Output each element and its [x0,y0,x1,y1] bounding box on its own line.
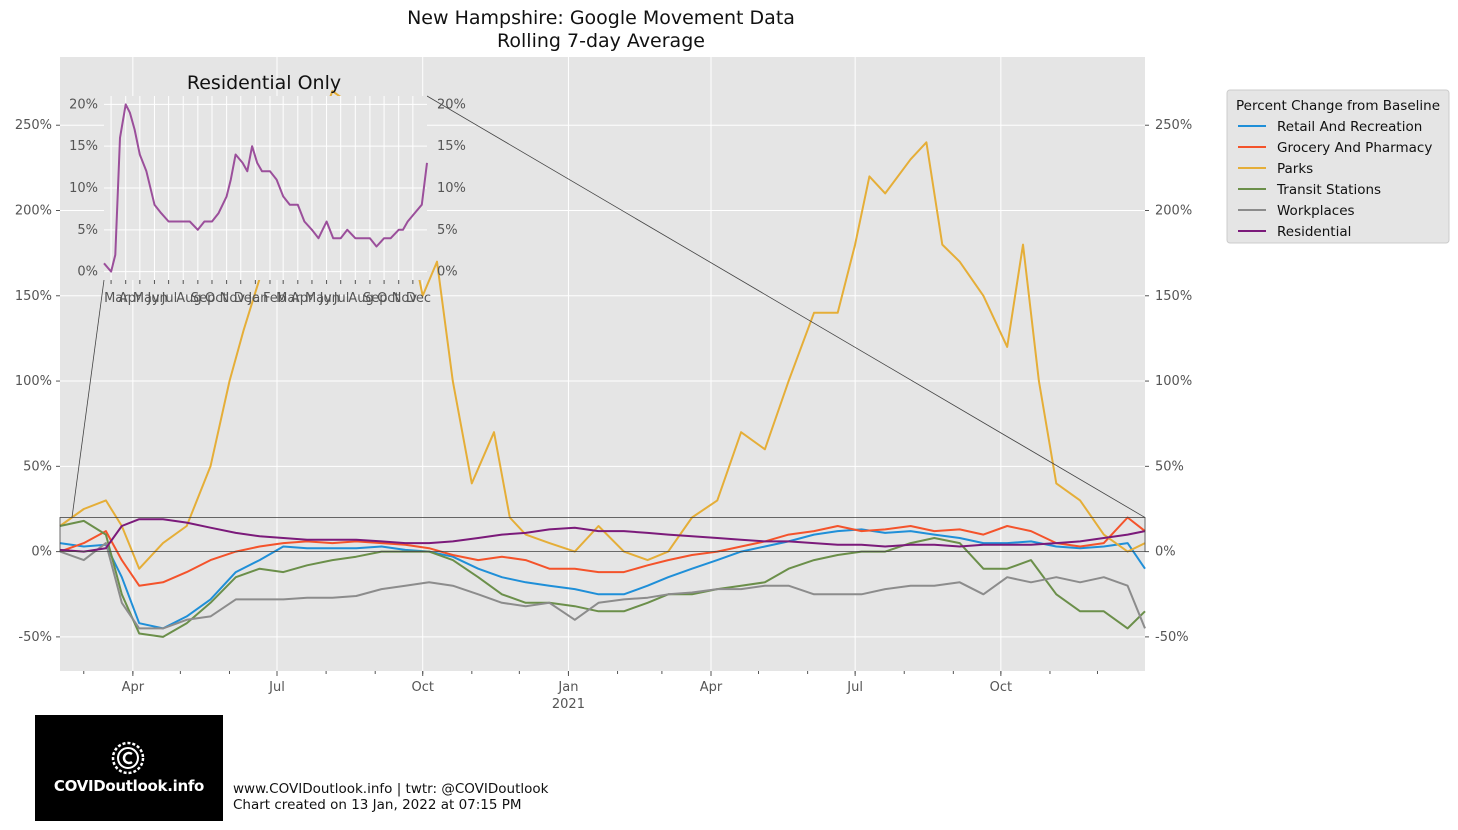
inset-grid [104,96,427,280]
inset-zoom-indicator [59,95,1146,553]
copyright-circle-icon [111,741,145,775]
chart-title-line1: New Hampshire: Google Movement Data [407,7,795,29]
legend-label: Residential [1277,224,1351,240]
y-tick-label: -50% [18,630,52,645]
y-tick-label: 100% [15,374,52,389]
y-tick-label-right: -50% [1155,630,1189,645]
series-line-workplaces [59,542,1146,630]
y-tick-label: 150% [15,289,52,304]
x-tick-label: Jul [268,680,285,695]
logo-text: COVIDoutlook.info [53,777,205,795]
inset-y-tick-label: 10% [69,181,98,196]
y-tick-label: 250% [15,118,52,133]
inset-x-tick-label: Mar [276,291,301,306]
main-series-lines [59,90,1146,638]
y-tick-label: 50% [23,459,52,474]
series-line-retail-and-recreation [59,528,1146,630]
footer: www.COVIDoutlook.info | twtr: @COVIDoutl… [233,781,548,813]
legend: Percent Change from Baseline Retail And … [1226,89,1450,244]
x-tick-label: Jan [557,680,578,695]
inset-y-tick-label-right: 10% [437,181,466,196]
inset-x-tick-label: Nov [220,291,246,306]
legend-label: Transit Stations [1276,182,1381,198]
x-year-label: 2021 [552,697,585,712]
y-tick-label: 0% [31,545,52,560]
zoom-connector-right [426,95,1146,518]
x-tick-label: Jul [846,680,863,695]
inset-x-tick-label: Apr [291,291,314,306]
inset-x-tick-label: Aug [176,291,201,306]
legend-label: Parks [1277,161,1313,177]
y-tick-label: 200% [15,204,52,219]
inset-series-line [103,103,428,273]
inset-series-line-residential [103,103,428,273]
main-x-ticks: Apr Jul Oct Jan Apr Jul Oct 2021 [83,671,1098,712]
legend-label: Workplaces [1277,203,1355,219]
inset-x-tick-label: Feb [263,291,286,306]
inset-x-tick-label: Jun [146,291,167,306]
series-line-grocery-and-pharmacy [59,516,1146,587]
footer-line-2: Chart created on 13 Jan, 2022 at 07:15 P… [233,797,522,813]
inset-x-tick-label: Oct [377,291,399,306]
y-tick-label-right: 0% [1155,545,1176,560]
x-tick-label: Apr [700,680,723,695]
inset-y-tick-label: 5% [77,223,98,238]
inset-x-tick-label: Dec [406,291,431,306]
chart-title-line2: Rolling 7-day Average [497,30,705,52]
inset-x-tick-label: Sep [363,291,388,306]
legend-label: Retail And Recreation [1277,119,1422,135]
inset-y-tick-label-right: 5% [437,223,458,238]
main-y-ticks: -50% -50% 0% 0% 50% 50% 100% 100% 150% 150% 200% 20… [15,118,1192,645]
zoom-rectangle [59,517,1146,553]
inset-y-tick-label: 20% [69,97,98,112]
inset-y-ticks: 0% 0% 5% 5% 10% 10% 15% 15% 20% 20% [69,97,466,279]
inset-x-tick-label: Oct [205,291,227,306]
y-tick-label-right: 50% [1155,459,1184,474]
x-tick-label: Oct [411,680,433,695]
footer-line-1: www.COVIDoutlook.info | twtr: @COVIDoutl… [233,781,549,797]
inset-x-tick-label: Apr [119,291,142,306]
inset-x-tick-label: May [305,291,332,306]
series-line-parks [59,90,1146,570]
x-tick-label: Apr [122,680,145,695]
inset-x-tick-label: Jul [161,291,178,306]
inset-y-tick-label-right: 20% [437,97,466,112]
inset-title: Residential Only [187,72,341,94]
y-tick-label-right: 200% [1155,204,1192,219]
y-tick-label-right: 150% [1155,289,1192,304]
inset-x-tick-label: Sep [191,291,216,306]
y-tick-label-right: 250% [1155,118,1192,133]
inset-x-tick-label: Jul [333,291,350,306]
inset-x-tick-label: May [133,291,160,306]
inset-x-ticks: MarAprMayJunJulAugSepOctNovDecJanFebMarA… [104,280,431,306]
inset-y-tick-label: 15% [69,139,98,154]
inset-x-tick-label: Mar [104,291,129,306]
legend-title: Percent Change from Baseline [1236,98,1440,114]
inset-x-tick-label: Aug [348,291,373,306]
x-tick-label: Oct [990,680,1012,695]
legend-box [1226,89,1450,244]
series-line-residential [59,518,1146,553]
inset-x-tick-label: Dec [234,291,259,306]
inset-y-tick-label: 0% [77,265,98,280]
inset-y-tick-label-right: 15% [437,139,466,154]
logo: COVIDoutlook.info [35,715,223,821]
inset-x-tick-label: Nov [392,291,418,306]
inset-x-tick-label: Jan [247,291,268,306]
zoom-connector-left [71,279,105,518]
inset-chart: 0% 0%5% 5%10% 10%15% 15%20% 20% MarAprMayJunJ… [69,72,466,306]
inset-x-tick-label: Jun [319,291,340,306]
y-tick-label-right: 100% [1155,374,1192,389]
legend-label: Grocery And Pharmacy [1277,140,1432,156]
inset-y-tick-label-right: 0% [437,265,458,280]
